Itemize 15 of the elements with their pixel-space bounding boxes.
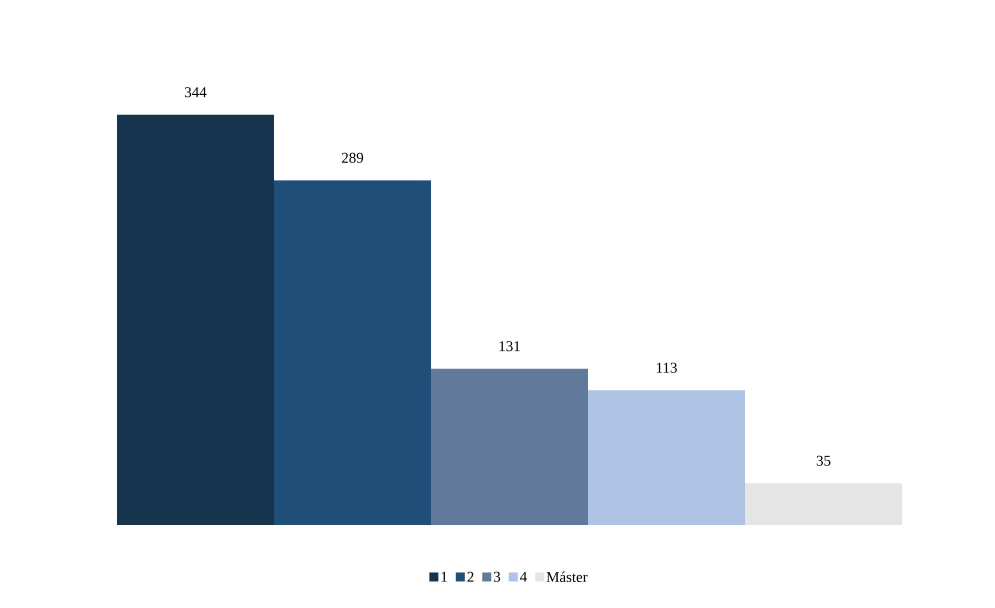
legend-label: 4 — [520, 572, 527, 582]
data-label: 131 — [500, 341, 520, 352]
legend-label: 2 — [467, 572, 474, 582]
bar — [745, 483, 902, 525]
data-label: 289 — [342, 152, 364, 163]
bar — [117, 114, 274, 525]
data-label: 113 — [656, 362, 677, 373]
legend-label: Máster — [546, 572, 588, 582]
legend-label: 3 — [494, 572, 500, 582]
bar — [588, 390, 746, 525]
bar — [431, 368, 588, 525]
bar — [274, 180, 432, 525]
legend-label: 1 — [442, 572, 447, 582]
data-label: 344 — [185, 87, 206, 98]
data-label: 35 — [816, 456, 830, 466]
